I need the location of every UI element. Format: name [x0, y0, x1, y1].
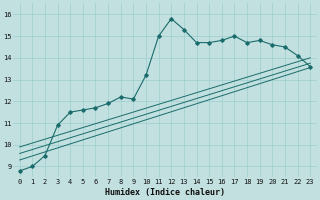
X-axis label: Humidex (Indice chaleur): Humidex (Indice chaleur) — [105, 188, 225, 197]
